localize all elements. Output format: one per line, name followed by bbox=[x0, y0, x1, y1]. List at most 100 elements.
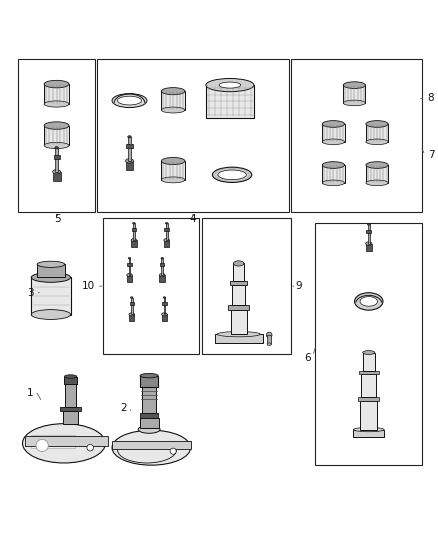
Bar bbox=[164, 240, 170, 247]
Bar bbox=[160, 263, 164, 266]
Ellipse shape bbox=[161, 107, 185, 113]
Ellipse shape bbox=[36, 439, 48, 451]
Bar bbox=[291, 59, 422, 212]
Ellipse shape bbox=[366, 242, 372, 245]
Bar bbox=[322, 124, 345, 142]
Ellipse shape bbox=[133, 223, 135, 224]
Bar bbox=[44, 126, 69, 146]
Bar bbox=[25, 436, 108, 446]
Bar bbox=[233, 263, 244, 281]
Bar bbox=[215, 334, 263, 343]
Text: 2: 2 bbox=[121, 403, 127, 414]
Bar bbox=[140, 418, 159, 427]
Ellipse shape bbox=[131, 239, 137, 241]
Ellipse shape bbox=[127, 273, 132, 277]
Bar bbox=[322, 165, 345, 183]
Ellipse shape bbox=[322, 161, 345, 168]
Text: 9: 9 bbox=[295, 281, 302, 291]
Bar bbox=[130, 302, 134, 305]
Ellipse shape bbox=[343, 82, 365, 88]
Bar bbox=[206, 85, 254, 118]
Bar bbox=[159, 275, 165, 282]
Bar bbox=[161, 259, 163, 275]
Ellipse shape bbox=[161, 157, 185, 165]
Ellipse shape bbox=[31, 310, 71, 319]
Bar bbox=[127, 263, 132, 266]
Bar bbox=[97, 59, 289, 212]
Ellipse shape bbox=[322, 180, 345, 185]
Bar bbox=[127, 275, 132, 282]
Ellipse shape bbox=[117, 96, 141, 105]
Ellipse shape bbox=[353, 427, 384, 432]
Ellipse shape bbox=[161, 87, 185, 95]
Bar bbox=[132, 228, 136, 231]
Ellipse shape bbox=[161, 177, 185, 183]
Ellipse shape bbox=[138, 425, 160, 433]
Bar bbox=[363, 352, 375, 371]
Bar bbox=[63, 411, 78, 424]
Bar bbox=[31, 277, 71, 314]
Ellipse shape bbox=[366, 161, 388, 168]
Ellipse shape bbox=[128, 257, 131, 259]
Bar bbox=[164, 228, 169, 231]
Ellipse shape bbox=[112, 430, 191, 465]
Ellipse shape bbox=[44, 80, 69, 88]
Bar bbox=[361, 374, 376, 397]
Bar bbox=[228, 305, 249, 310]
Bar bbox=[366, 230, 371, 233]
Bar bbox=[131, 297, 133, 314]
Text: 3: 3 bbox=[27, 288, 33, 298]
Bar bbox=[129, 314, 134, 321]
Bar bbox=[126, 161, 134, 171]
Ellipse shape bbox=[126, 159, 134, 163]
Ellipse shape bbox=[22, 424, 106, 463]
Bar bbox=[133, 223, 135, 240]
Bar bbox=[366, 244, 372, 251]
Ellipse shape bbox=[140, 374, 158, 378]
Ellipse shape bbox=[366, 120, 388, 127]
Text: 7: 7 bbox=[427, 150, 434, 160]
Text: 6: 6 bbox=[304, 353, 311, 363]
Ellipse shape bbox=[44, 101, 69, 107]
Ellipse shape bbox=[360, 297, 378, 306]
Ellipse shape bbox=[31, 272, 71, 282]
Ellipse shape bbox=[159, 273, 165, 277]
Text: 10: 10 bbox=[81, 281, 95, 291]
Bar bbox=[31, 434, 75, 448]
Ellipse shape bbox=[233, 261, 244, 266]
Ellipse shape bbox=[322, 120, 345, 127]
Ellipse shape bbox=[366, 139, 388, 144]
Ellipse shape bbox=[266, 332, 272, 338]
Ellipse shape bbox=[163, 297, 166, 298]
Text: 1: 1 bbox=[27, 388, 33, 398]
Bar bbox=[129, 259, 131, 275]
Ellipse shape bbox=[363, 351, 375, 354]
Ellipse shape bbox=[343, 100, 365, 106]
Bar bbox=[60, 407, 81, 411]
Ellipse shape bbox=[112, 94, 147, 108]
Bar bbox=[18, 59, 95, 212]
Ellipse shape bbox=[367, 223, 370, 225]
Ellipse shape bbox=[166, 223, 168, 224]
Bar bbox=[232, 285, 245, 305]
Ellipse shape bbox=[53, 169, 60, 174]
Ellipse shape bbox=[218, 170, 246, 180]
Ellipse shape bbox=[44, 142, 69, 149]
Ellipse shape bbox=[217, 332, 260, 337]
Ellipse shape bbox=[87, 445, 93, 451]
Bar bbox=[112, 441, 191, 449]
Bar bbox=[55, 148, 58, 172]
Bar bbox=[37, 264, 65, 277]
Bar bbox=[161, 161, 185, 180]
Bar bbox=[162, 314, 167, 321]
Bar bbox=[366, 165, 388, 183]
Bar bbox=[358, 397, 379, 401]
Bar bbox=[64, 376, 77, 384]
Bar bbox=[360, 401, 378, 430]
Ellipse shape bbox=[164, 239, 170, 241]
Bar bbox=[315, 223, 422, 465]
Ellipse shape bbox=[170, 448, 176, 454]
Bar bbox=[166, 223, 167, 240]
Ellipse shape bbox=[322, 139, 345, 144]
Ellipse shape bbox=[355, 293, 383, 310]
